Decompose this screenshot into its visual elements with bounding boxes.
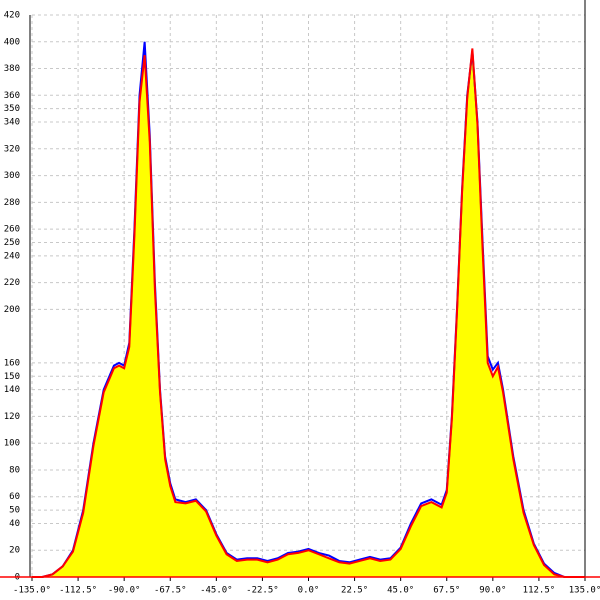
y-tick-label: 20: [9, 546, 20, 556]
y-tick-label: 80: [9, 465, 20, 475]
x-tick-label: -22.5°: [246, 586, 279, 596]
y-tick-label: 320: [4, 144, 20, 154]
y-tick-label: 350: [4, 104, 20, 114]
y-tick-label: 280: [4, 198, 20, 208]
y-tick-label: 420: [4, 11, 20, 21]
x-tick-label: 135.0°: [569, 586, 600, 596]
x-tick-label: 45.0°: [387, 586, 414, 596]
x-tick-label: -90.0°: [108, 586, 141, 596]
y-tick-label: 200: [4, 305, 20, 315]
y-tick-label: 120: [4, 412, 20, 422]
y-tick-label: 340: [4, 118, 20, 128]
x-tick-label: -112.5°: [59, 586, 97, 596]
x-tick-label: 90.0°: [479, 586, 506, 596]
x-tick-label: -45.0°: [200, 586, 233, 596]
y-tick-label: 240: [4, 251, 20, 261]
y-tick-label: 150: [4, 372, 20, 382]
x-tick-label: 67.5°: [433, 586, 460, 596]
series-line: [32, 48, 585, 578]
y-tick-label: 140: [4, 385, 20, 395]
x-tick-label: 0.0°: [298, 586, 320, 596]
y-tick-label: 50: [9, 506, 20, 516]
y-tick-label: 260: [4, 225, 20, 235]
y-tick-label: 300: [4, 171, 20, 181]
y-tick-label: 360: [4, 91, 20, 101]
x-tick-label: -67.5°: [154, 586, 187, 596]
area-fill: [32, 48, 585, 577]
x-tick-label: 112.5°: [523, 586, 556, 596]
y-tick-label: 40: [9, 519, 20, 529]
y-tick-label: 380: [4, 64, 20, 74]
y-tick-label: 250: [4, 238, 20, 248]
y-tick-label: 100: [4, 439, 20, 449]
y-tick-label: 400: [4, 37, 20, 47]
y-tick-label: 160: [4, 358, 20, 368]
x-tick-label: 22.5°: [341, 586, 368, 596]
x-tick-label: -135.0°: [13, 586, 51, 596]
y-tick-label: 220: [4, 278, 20, 288]
y-tick-label: 60: [9, 492, 20, 502]
